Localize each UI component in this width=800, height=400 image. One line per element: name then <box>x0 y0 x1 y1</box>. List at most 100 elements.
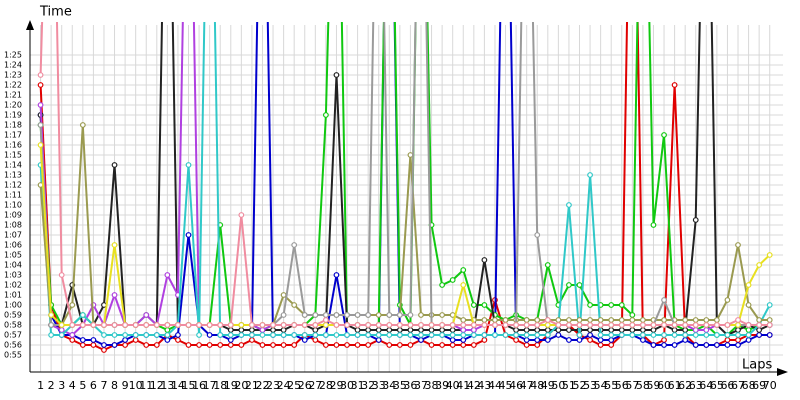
data-point <box>333 312 340 318</box>
x-tick-label: 23 <box>266 379 280 392</box>
data-point <box>428 327 435 333</box>
data-point <box>629 317 636 323</box>
y-tick-label: 0:59 <box>4 311 22 320</box>
data-point <box>629 327 636 333</box>
data-point <box>185 342 192 348</box>
x-tick-label: 60 <box>657 379 671 392</box>
data-point <box>618 332 625 338</box>
data-point <box>597 337 604 343</box>
data-point <box>703 342 710 348</box>
data-point <box>650 342 657 348</box>
data-point <box>79 312 86 318</box>
data-point <box>502 322 509 328</box>
data-point <box>58 322 65 328</box>
x-tick-label: 44 <box>488 379 502 392</box>
data-point <box>37 102 44 108</box>
data-point <box>312 312 319 318</box>
data-point <box>111 332 118 338</box>
data-point <box>143 322 150 328</box>
data-point <box>386 342 393 348</box>
data-point <box>428 332 435 338</box>
data-point <box>69 332 76 338</box>
y-tick-label: 1:17 <box>4 131 22 140</box>
data-point <box>735 327 741 333</box>
data-point <box>291 332 298 338</box>
data-point <box>650 327 657 333</box>
data-point <box>132 322 139 328</box>
data-point <box>333 342 340 348</box>
y-tick-label: 1:03 <box>4 271 22 280</box>
data-point <box>756 317 763 323</box>
data-point <box>227 327 234 333</box>
y-tick-label: 1:14 <box>4 161 22 170</box>
data-point <box>396 332 403 338</box>
data-point <box>661 342 667 348</box>
x-tick-label: 56 <box>615 379 629 392</box>
data-point <box>439 322 446 328</box>
data-point <box>418 322 424 328</box>
x-tick-label: 55 <box>604 379 618 392</box>
data-point <box>756 327 763 333</box>
data-point <box>322 317 329 323</box>
data-point <box>301 312 308 318</box>
data-point <box>650 332 657 338</box>
x-tick-label: 13 <box>160 379 174 392</box>
data-point <box>566 322 572 328</box>
data-point <box>111 322 118 328</box>
data-point <box>460 282 467 288</box>
data-point <box>724 332 731 338</box>
data-point <box>555 327 562 333</box>
data-point <box>37 122 44 128</box>
data-point <box>682 322 689 328</box>
data-point <box>249 327 255 333</box>
data-point <box>386 327 393 333</box>
data-point <box>735 242 741 248</box>
x-tick-label: 52 <box>573 379 587 392</box>
data-point <box>280 342 287 348</box>
data-point <box>481 257 488 263</box>
data-point <box>650 222 657 228</box>
x-tick-label: 2 <box>48 379 55 392</box>
data-point <box>513 327 519 333</box>
data-point <box>534 342 541 348</box>
data-point <box>766 332 773 338</box>
data-point <box>534 337 541 343</box>
data-point <box>566 282 572 288</box>
x-tick-label: 3 <box>58 379 65 392</box>
x-tick-label: 20 <box>234 379 248 392</box>
x-tick-label: 7 <box>100 379 107 392</box>
data-point <box>608 327 615 333</box>
data-point <box>122 322 129 328</box>
data-point <box>238 327 245 333</box>
data-point <box>640 332 646 338</box>
data-point <box>566 337 572 343</box>
data-point <box>523 342 530 348</box>
data-point <box>640 337 646 343</box>
data-point <box>259 342 266 348</box>
x-tick-label: 41 <box>456 379 470 392</box>
data-point <box>481 302 488 308</box>
y-tick-label: 1:18 <box>4 121 22 130</box>
data-point <box>587 337 593 343</box>
y-tick-label: 1:09 <box>4 211 22 220</box>
series-line <box>39 22 770 326</box>
data-point <box>312 337 319 343</box>
data-point <box>79 337 86 343</box>
data-point <box>344 322 350 328</box>
data-point <box>724 297 731 303</box>
data-point <box>101 342 107 348</box>
data-point <box>481 317 488 323</box>
data-point <box>555 332 562 338</box>
data-point <box>238 332 245 338</box>
data-point <box>523 337 530 343</box>
data-point <box>270 332 276 338</box>
data-point <box>502 332 509 338</box>
data-point <box>79 122 86 128</box>
data-point <box>576 322 583 328</box>
y-tick-label: 1:00 <box>4 301 22 310</box>
x-tick-label: 27 <box>308 379 322 392</box>
x-tick-label: 47 <box>520 379 534 392</box>
data-point <box>122 342 129 348</box>
y-tick-label: 1:21 <box>4 91 22 100</box>
data-point <box>449 337 456 343</box>
